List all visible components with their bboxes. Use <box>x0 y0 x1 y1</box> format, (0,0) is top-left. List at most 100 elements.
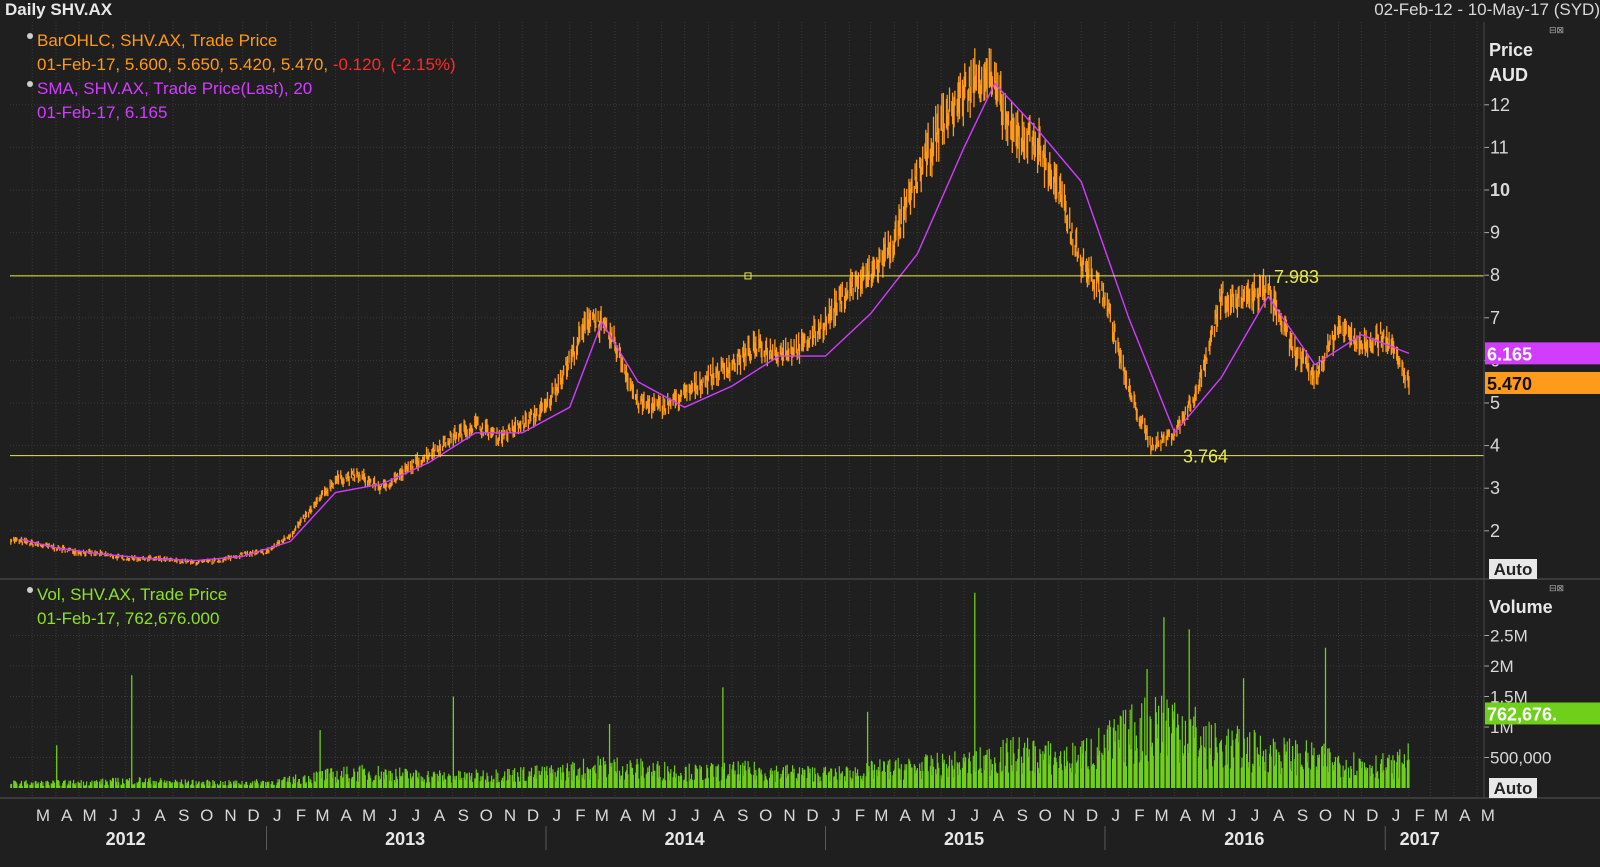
legend-toggle-icon[interactable] <box>27 587 33 593</box>
month-tick-label: M <box>36 806 50 825</box>
month-tick-label: A <box>713 806 725 825</box>
month-tick-label: A <box>899 806 911 825</box>
year-tick-label: 2017 <box>1400 829 1440 849</box>
price-tick-label: 10 <box>1490 180 1510 200</box>
hline-handle <box>744 272 752 280</box>
month-tick-label: A <box>61 806 73 825</box>
price-tick-label: 9 <box>1490 223 1500 243</box>
sma-last-value-badge-bg <box>1485 342 1600 365</box>
price-last-value-badge: 5.470 <box>1487 374 1532 394</box>
legend-toggle-icon[interactable] <box>27 81 33 87</box>
year-tick-label: 2015 <box>944 829 984 849</box>
month-tick-label: J <box>109 806 118 825</box>
horizontal-lines[interactable]: 7.983 3.764 <box>10 265 1484 467</box>
chart-title: Daily SHV.AX <box>5 0 113 19</box>
month-tick-label: N <box>504 806 516 825</box>
value-badges: 6.165 5.470 762,676. <box>1485 342 1600 725</box>
volume-last-value-badge-bg <box>1485 702 1600 725</box>
volume-bar <box>10 695 1410 788</box>
month-tick-label: N <box>1063 806 1075 825</box>
month-tick-label: S <box>1297 806 1308 825</box>
price-auto-scale-button[interactable]: Auto <box>1489 559 1537 579</box>
month-tick-label: J <box>1251 806 1260 825</box>
month-tick-label: D <box>806 806 818 825</box>
month-tick-label: A <box>1180 806 1192 825</box>
month-tick-label: J <box>273 806 282 825</box>
month-tick-label: N <box>224 806 236 825</box>
month-tick-label: M <box>921 806 935 825</box>
price-tick-label: 12 <box>1490 95 1510 115</box>
legend-volume-value: 01-Feb-17, 762,676.000 <box>37 609 220 628</box>
month-tick-label: O <box>200 806 213 825</box>
month-tick-label: M <box>595 806 609 825</box>
month-tick-label: M <box>1201 806 1215 825</box>
month-tick-label: J <box>1392 806 1401 825</box>
month-tick-label: J <box>948 806 957 825</box>
price-panel-window-icon[interactable]: ⊟⊠ <box>1549 25 1565 35</box>
month-tick-label: J <box>552 806 561 825</box>
legend-volume-series: Vol, SHV.AX, Trade Price <box>37 585 228 604</box>
month-tick-label: O <box>1039 806 1052 825</box>
legend-sma-series: SMA, SHV.AX, Trade Price(Last), 20 <box>37 79 313 98</box>
month-tick-label: O <box>480 806 493 825</box>
volume-tick-label: 2M <box>1490 657 1514 676</box>
month-tick-label: N <box>783 806 795 825</box>
month-tick-label: D <box>527 806 539 825</box>
month-tick-label: S <box>1017 806 1028 825</box>
price-tick-label: 2 <box>1490 521 1500 541</box>
volume-axis-title: Volume <box>1489 597 1553 617</box>
legend-sma-row: SMA, SHV.AX, Trade Price(Last), 20 <box>27 77 456 101</box>
price-last-value-badge-bg <box>1485 371 1600 394</box>
month-tick-label: D <box>1086 806 1098 825</box>
month-tick-label: S <box>178 806 189 825</box>
month-tick-label: A <box>1273 806 1285 825</box>
legend-ohlc-values: 01-Feb-17, 5.600, 5.650, 5.420, 5.470, -… <box>37 53 456 77</box>
month-tick-label: O <box>1319 806 1332 825</box>
month-tick-label: O <box>759 806 772 825</box>
month-tick-label: F <box>1414 806 1424 825</box>
price-axis-title: Price <box>1489 40 1534 60</box>
month-tick-label: M <box>874 806 888 825</box>
month-tick-label: J <box>668 806 677 825</box>
volume-tick-label: 500,000 <box>1490 749 1551 768</box>
volume-auto-scale-button[interactable]: Auto <box>1489 778 1537 798</box>
month-tick-label: M <box>1481 806 1495 825</box>
year-tick-label: 2016 <box>1224 829 1264 849</box>
hline-low-label: 3.764 <box>1183 447 1228 467</box>
legend-change: -0.120, (-2.15%) <box>332 55 456 74</box>
volume-last-value-badge: 762,676. <box>1487 704 1557 724</box>
month-tick-label: A <box>154 806 166 825</box>
month-tick-label: J <box>132 806 141 825</box>
volume-bars <box>10 592 1410 788</box>
month-tick-label: A <box>434 806 446 825</box>
month-tick-label: J <box>389 806 398 825</box>
price-tick-label: 5 <box>1490 393 1500 413</box>
month-tick-label: A <box>620 806 632 825</box>
sma-last-value-badge: 6.165 <box>1487 344 1532 364</box>
month-tick-label: M <box>83 806 97 825</box>
sma-line <box>20 82 1410 562</box>
date-range: 02-Feb-12 - 10-May-17 (SYD) <box>1374 0 1600 19</box>
volume-tick-label: 1.5M <box>1490 688 1528 707</box>
volume-panel-window-icon[interactable]: ⊟⊠ <box>1549 583 1565 593</box>
month-tick-label: J <box>971 806 980 825</box>
month-tick-label: F <box>296 806 306 825</box>
month-tick-label: F <box>1134 806 1144 825</box>
volume-tick-label: 2.5M <box>1490 627 1528 646</box>
month-tick-label: F <box>855 806 865 825</box>
legend-toggle-icon[interactable] <box>27 33 33 39</box>
price-axis-unit: AUD <box>1489 65 1528 85</box>
price-axis-ticks: 23456789101112 <box>1484 95 1510 541</box>
month-tick-label: J <box>832 806 841 825</box>
legend-ohlc-prefix: 01-Feb-17, 5.600, 5.650, 5.420, 5.470, <box>37 55 329 74</box>
year-tick-label: 2014 <box>665 829 705 849</box>
month-tick-label: J <box>691 806 700 825</box>
price-tick-label: 7 <box>1490 308 1500 328</box>
month-tick-label: M <box>362 806 376 825</box>
month-tick-label: F <box>575 806 585 825</box>
month-tick-label: A <box>1459 806 1471 825</box>
month-tick-label: S <box>458 806 469 825</box>
month-tick-label: N <box>1343 806 1355 825</box>
